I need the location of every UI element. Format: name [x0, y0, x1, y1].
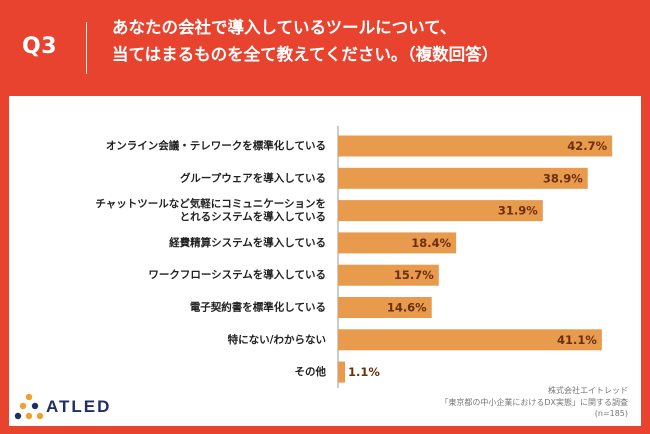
- value-label-3: 18.4%: [411, 236, 451, 250]
- value-label-4: 15.7%: [394, 268, 434, 282]
- source-sample: (n=185): [594, 409, 628, 418]
- bar-3: [338, 232, 457, 254]
- category-label-4: ワークフローシステムを導入している: [148, 268, 326, 281]
- header: Q3 あなたの会社で導入しているツールについて、 当てはまるものを全て教えてくだ…: [0, 0, 650, 92]
- bar-2: [338, 200, 543, 222]
- category-label-7: その他: [295, 365, 327, 378]
- value-label-1: 38.9%: [543, 171, 583, 185]
- question-title: あなたの会社で導入しているツールについて、 当てはまるものを全て教えてください。…: [112, 14, 632, 68]
- bar-1: [338, 167, 588, 189]
- atled-logo-icon: [14, 393, 44, 420]
- question-title-line1: あなたの会社で導入しているツールについて、: [112, 18, 457, 37]
- category-label-3: 経費精算システムを導入している: [169, 236, 326, 249]
- bar-6: [338, 329, 602, 351]
- bar-chart: 42.7% オンライン会議・テレワークを標準化している 38.9% グループウェアを導…: [95, 126, 613, 388]
- category-label-5: 電子契約書を標準化している: [190, 301, 326, 314]
- bar-0: [338, 135, 613, 157]
- brand-name: ATLED: [46, 397, 112, 416]
- bar-4: [338, 264, 439, 286]
- category-label-6: 特にない/わからない: [228, 333, 326, 346]
- category-label-2: チャットツールなど気軽にコミュニケーションをとれるシステムを導入している: [95, 197, 326, 223]
- header-divider: [86, 22, 87, 74]
- value-label-6: 41.1%: [557, 333, 597, 347]
- category-label-1: グループウェアを導入している: [180, 171, 326, 184]
- source-note: 株式会社エイトレッド 「東京都の中小企業におけるDX実態」に関する調査 (n=1…: [440, 385, 628, 420]
- value-label-2: 31.9%: [498, 204, 538, 218]
- value-label-5: 14.6%: [387, 301, 427, 315]
- value-label-0: 42.7%: [567, 139, 607, 153]
- bar-7: [338, 361, 346, 383]
- chart-panel: 42.7% オンライン会議・テレワークを標準化している 38.9% グループウェアを導…: [9, 96, 641, 426]
- bar-5: [338, 297, 432, 318]
- question-number: Q3: [22, 34, 58, 59]
- source-company: 株式会社エイトレッド: [548, 386, 628, 395]
- category-label-0: オンライン会議・テレワークを標準化している: [106, 139, 326, 152]
- value-label-7: 1.1%: [348, 365, 380, 379]
- question-title-line2: 当てはまるものを全て教えてください。（複数回答）: [112, 45, 499, 64]
- source-survey: 「東京都の中小企業におけるDX実態」に関する調査: [440, 397, 628, 407]
